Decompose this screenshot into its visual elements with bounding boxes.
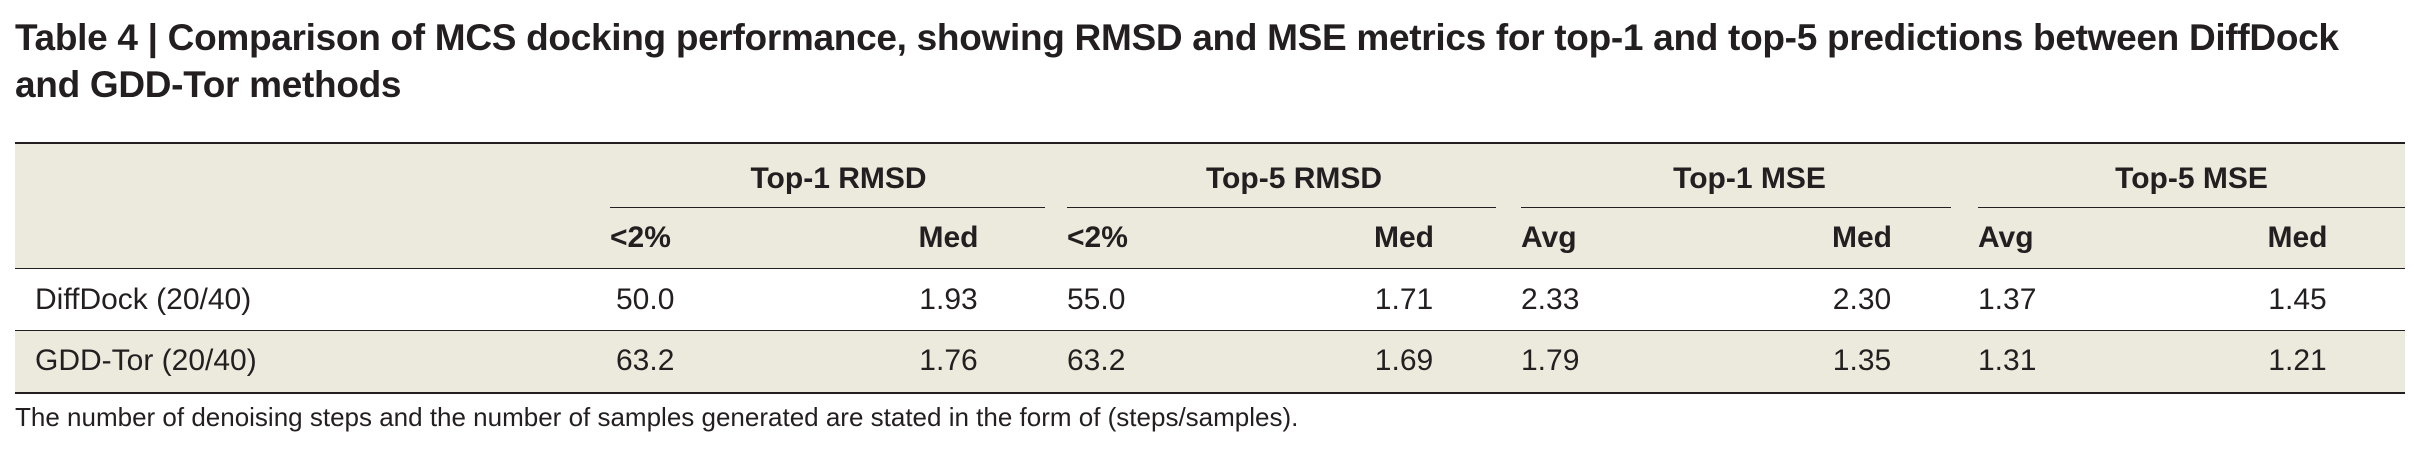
subheader-cell: Avg <box>1978 221 2034 254</box>
value-cell: 63.2 <box>616 344 675 378</box>
value-cell: 1.31 <box>1978 344 2037 378</box>
value-cell: 1.45 <box>2268 282 2327 316</box>
group-underline <box>1521 207 1951 208</box>
value-cell: 50.0 <box>616 282 675 316</box>
subheader-cell: Med <box>1374 221 1434 254</box>
subheader-row: <2% Med <2% Med Avg Med Avg Med <box>15 208 2405 269</box>
value-cell: 1.79 <box>1521 344 1580 378</box>
value-cell: 1.37 <box>1978 282 2037 316</box>
group-label: Top-1 RMSD <box>750 162 927 195</box>
table-title: Table 4 | Comparison of MCS docking perf… <box>15 17 2339 105</box>
method-cell: GDD-Tor (20/40) <box>35 344 257 378</box>
subheader-cell: <2% <box>1067 221 1128 254</box>
subheader-cell: Med <box>918 221 979 254</box>
value-cell: 2.33 <box>1521 282 1580 316</box>
value-cell: 63.2 <box>1067 344 1126 378</box>
group-underline <box>1978 207 2405 208</box>
table-row: DiffDock (20/40) 50.0 1.93 55.0 1.71 2.3… <box>15 268 2405 331</box>
value-cell: 1.93 <box>919 282 978 316</box>
group-header-top5-rmsd: Top-5 RMSD <box>1067 144 1521 208</box>
header-empty <box>15 144 610 208</box>
value-cell: 1.35 <box>1832 344 1892 378</box>
group-underline <box>1067 207 1496 208</box>
header-empty <box>15 208 610 269</box>
group-header-top5-mse: Top-5 MSE <box>1978 144 2405 208</box>
table-footnote: The number of denoising steps and the nu… <box>15 402 1299 432</box>
value-cell: 55.0 <box>1067 282 1126 316</box>
value-cell: 1.69 <box>1374 344 1434 378</box>
group-label: Top-1 MSE <box>1673 162 1826 195</box>
value-cell: 1.21 <box>2268 344 2327 378</box>
group-header-row: Top-1 RMSD Top-5 RMSD Top-1 MSE Top-5 MS… <box>15 144 2405 208</box>
value-cell: 2.30 <box>1832 282 1892 316</box>
table-top-rule <box>15 142 2405 144</box>
group-header-top1-rmsd: Top-1 RMSD <box>610 144 1067 208</box>
group-header-top1-mse: Top-1 MSE <box>1521 144 1978 208</box>
group-label: Top-5 MSE <box>2115 162 2268 195</box>
subheader-cell: Avg <box>1521 221 1577 254</box>
method-cell: DiffDock (20/40) <box>35 282 252 316</box>
value-cell: 1.76 <box>919 344 978 378</box>
value-cell: 1.71 <box>1374 282 1434 316</box>
results-table: Top-1 RMSD Top-5 RMSD Top-1 MSE Top-5 MS… <box>15 142 2405 394</box>
group-underline <box>610 207 1045 208</box>
subheader-cell: Med <box>1832 221 1892 254</box>
subheader-cell: Med <box>2267 221 2328 254</box>
table-row: GDD-Tor (20/40) 63.2 1.76 63.2 1.69 1.79… <box>15 330 2405 393</box>
group-label: Top-5 RMSD <box>1205 162 1383 195</box>
subheader-cell: <2% <box>610 221 671 254</box>
